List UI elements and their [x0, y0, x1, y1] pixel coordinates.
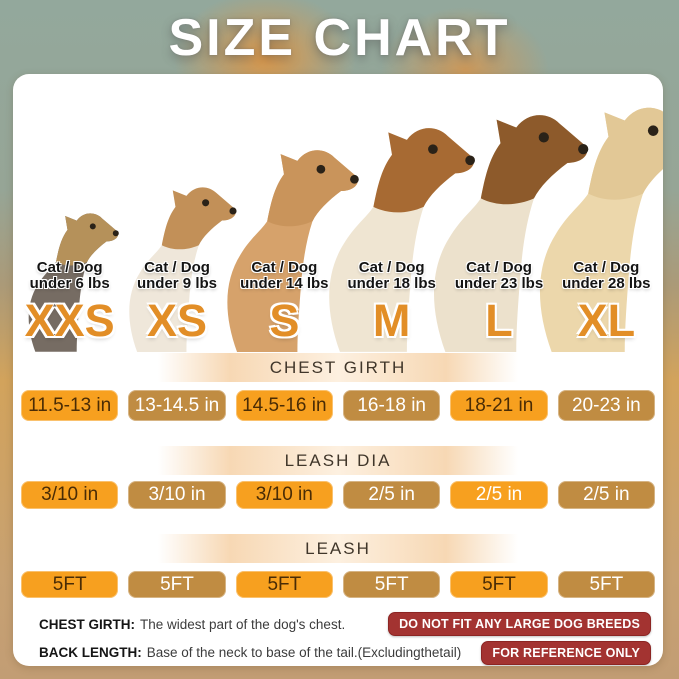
label-line1: Cat / Dog	[36, 259, 103, 276]
reference-only-badge: FOR REFERENCE ONLY	[481, 641, 651, 665]
label-line1: Cat / Dog	[251, 259, 318, 276]
size-letter-xs: XS	[146, 295, 207, 346]
size-letters-row: XXS XS S M L XL	[13, 296, 663, 346]
value-pill-leash-dia-s: 3/10 in	[235, 481, 333, 509]
value-pill-leash-l: 5FT	[450, 571, 548, 598]
size-column-label-s: Cat / Dog under 14 lbs	[236, 260, 333, 292]
pill-row-leash: 5FT 5FT 5FT 5FT 5FT 5FT	[13, 571, 663, 598]
label-line1: Cat / Dog	[466, 259, 532, 276]
value-pill-chest-girth-s: 14.5-16 in	[235, 390, 333, 421]
section-heading-chest-girth: CHEST GIRTH	[158, 353, 518, 382]
dogs-row	[13, 74, 663, 354]
size-column-label-l: Cat / Dog under 23 lbs	[450, 260, 547, 292]
section-heading-leash: LEASH	[158, 534, 518, 563]
dog-illustration-xs	[129, 187, 237, 352]
note-term-chest-girth: CHEST GIRTH:	[39, 617, 135, 632]
value-pill-leash-xxs: 5FT	[21, 571, 119, 598]
size-column-label-m: Cat / Dog under 18 lbs	[343, 260, 440, 292]
badges: DO NOT FIT ANY LARGE DOG BREEDS FOR REFER…	[388, 612, 651, 665]
value-pill-leash-s: 5FT	[235, 571, 333, 598]
label-line2: under 23 lbs	[454, 275, 544, 292]
value-pill-chest-girth-xxs: 11.5-13 in	[21, 390, 119, 421]
label-line2: under 6 lbs	[29, 275, 110, 292]
notes: CHEST GIRTH: The widest part of the dog's…	[39, 614, 461, 666]
size-column-labels: Cat / Dog under 6 lbs Cat / Dog under 9 lbs…	[13, 260, 663, 292]
value-pill-leash-dia-xs: 3/10 in	[128, 481, 226, 509]
warning-badge-large-breeds: DO NOT FIT ANY LARGE DOG BREEDS	[388, 612, 651, 636]
label-line1: Cat / Dog	[573, 259, 640, 276]
dog-illustration-xl	[539, 107, 663, 352]
size-column-label-xl: Cat / Dog under 28 lbs	[558, 260, 655, 292]
size-column-label-xxs: Cat / Dog under 6 lbs	[21, 260, 118, 292]
page-title: SIZE CHART	[168, 9, 511, 67]
size-chart-card: Cat / Dog under 6 lbs Cat / Dog under 9 lbs…	[13, 74, 663, 666]
value-pill-leash-xs: 5FT	[128, 571, 226, 598]
label-line2: under 9 lbs	[136, 275, 217, 292]
label-line2: under 18 lbs	[347, 275, 436, 292]
label-line2: under 14 lbs	[240, 275, 329, 292]
dog-illustration-m	[329, 128, 475, 352]
label-line1: Cat / Dog	[144, 259, 210, 276]
value-pill-leash-dia-xxs: 3/10 in	[21, 481, 119, 509]
size-letter-l: L	[485, 295, 513, 346]
section-heading-leash-dia: LEASH DIA	[158, 446, 518, 475]
note-back-length: BACK LENGTH: Base of the neck to base of …	[39, 642, 461, 664]
value-pill-leash-m: 5FT	[343, 571, 441, 598]
pill-row-leash-dia: 3/10 in 3/10 in 3/10 in 2/5 in 2/5 in 2/5 in	[13, 481, 663, 509]
size-letter-m: M	[372, 295, 411, 346]
note-chest-girth: CHEST GIRTH: The widest part of the dog's…	[39, 614, 461, 636]
size-letter-xxs: XXS	[24, 295, 115, 346]
value-pill-leash-dia-xl: 2/5 in	[557, 481, 655, 509]
dog-illustration-s	[227, 150, 359, 352]
pill-row-chest-girth: 11.5-13 in 13-14.5 in 14.5-16 in 16-18 in 18…	[13, 390, 663, 421]
dog-illustration-l	[434, 115, 589, 352]
size-column-label-xs: Cat / Dog under 9 lbs	[128, 260, 225, 292]
label-line1: Cat / Dog	[358, 259, 425, 276]
value-pill-chest-girth-l: 18-21 in	[450, 390, 548, 421]
dog-illustration-xxs	[28, 213, 119, 352]
value-pill-chest-girth-xl: 20-23 in	[557, 390, 655, 421]
note-description-back-length: Base of the neck to base of the tail.(Ex…	[146, 645, 462, 660]
size-letter-s: S	[269, 295, 300, 346]
value-pill-chest-girth-m: 16-18 in	[343, 390, 441, 421]
value-pill-leash-xl: 5FT	[557, 571, 655, 598]
note-term-back-length: BACK LENGTH:	[39, 645, 142, 660]
note-description-chest-girth: The widest part of the dog's chest.	[140, 617, 346, 632]
value-pill-leash-dia-l: 2/5 in	[450, 481, 548, 509]
value-pill-chest-girth-xs: 13-14.5 in	[128, 390, 226, 421]
size-letter-xl: XL	[577, 295, 636, 346]
value-pill-leash-dia-m: 2/5 in	[343, 481, 441, 509]
label-line2: under 28 lbs	[562, 275, 651, 292]
